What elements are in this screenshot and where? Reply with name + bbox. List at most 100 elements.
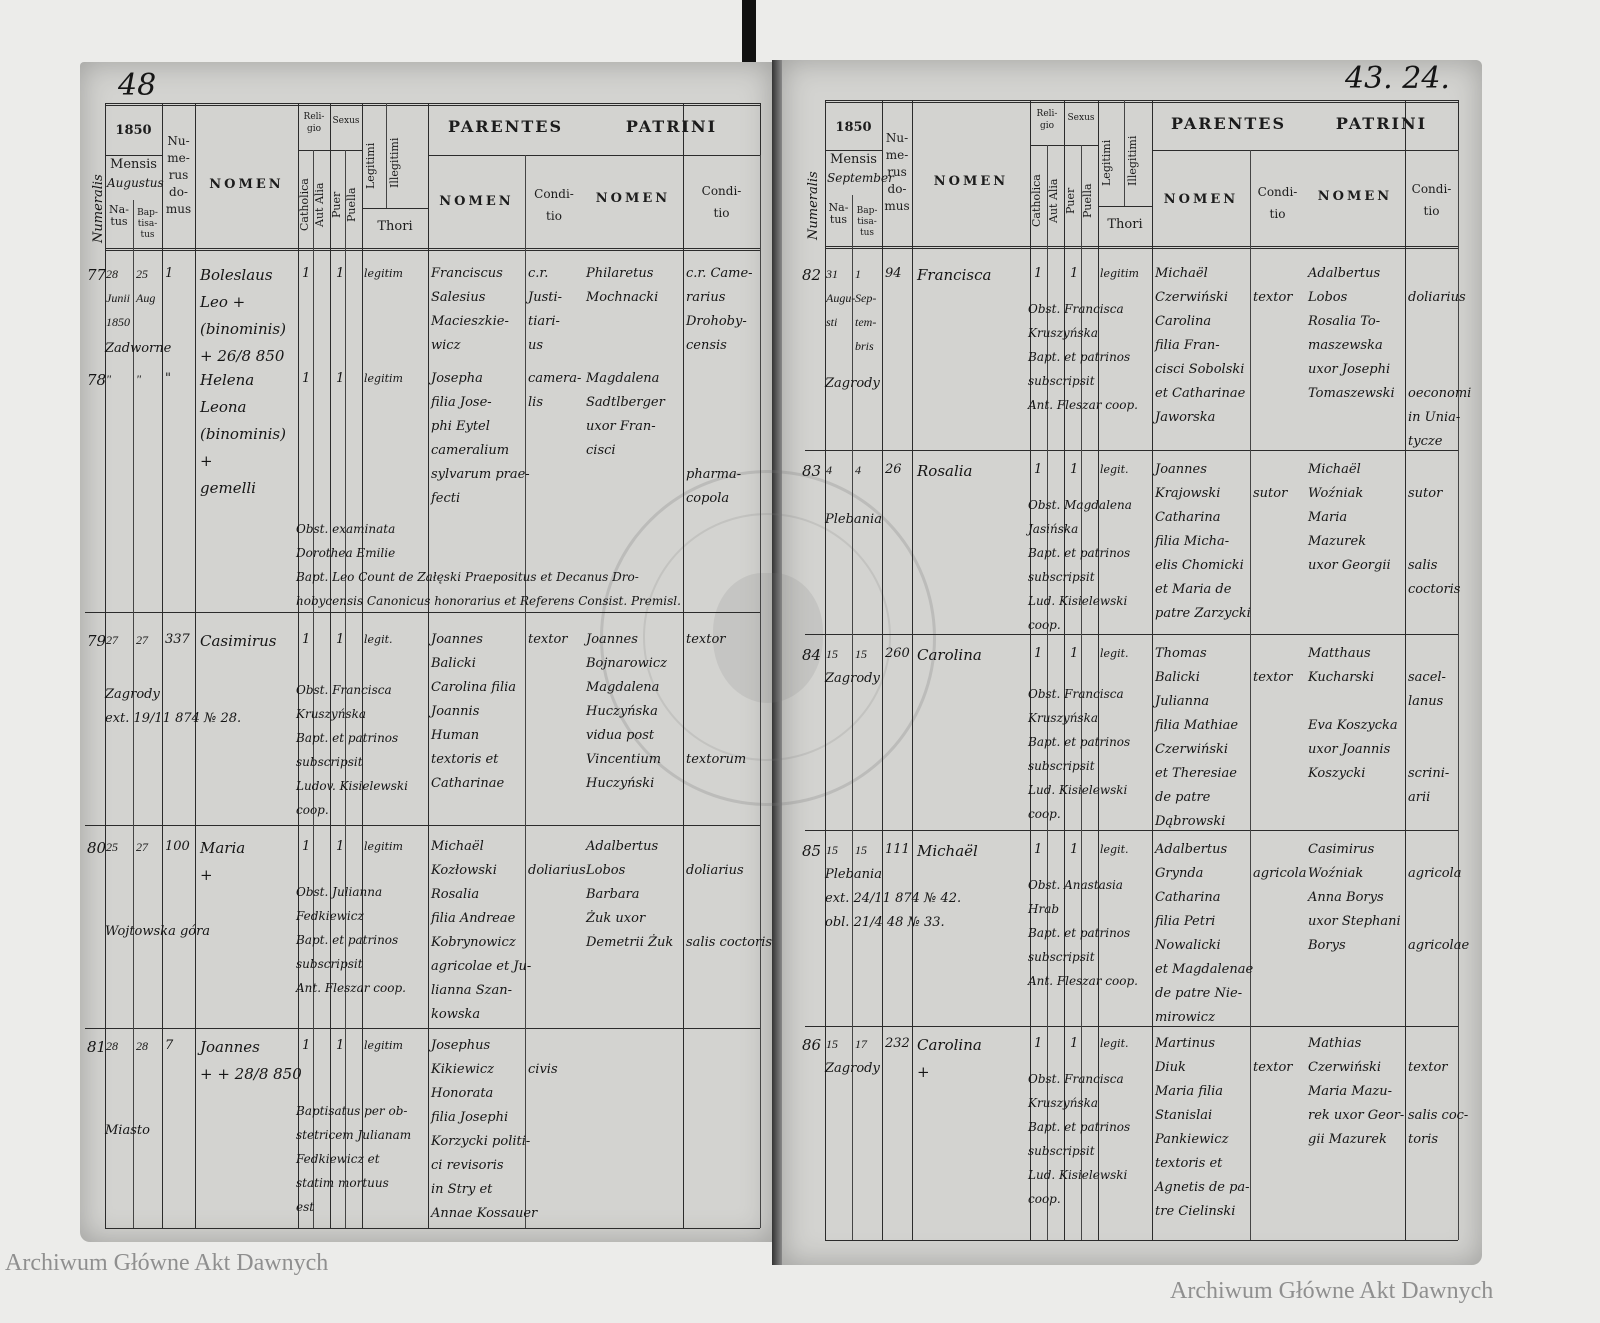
column-rule <box>1250 150 1251 1240</box>
parents-condition: camera- lis <box>528 371 582 410</box>
birth-date: 15 <box>826 843 838 857</box>
puella-heading: Puella <box>1081 183 1094 219</box>
entry-number: 79 <box>87 632 107 650</box>
patrini-nomen-heading: NOMEN <box>1317 189 1393 204</box>
baptisatus-heading: Bap- tisa- tus <box>137 208 158 240</box>
house-number: " <box>165 371 171 386</box>
sexus-mark: 1 <box>1070 1036 1079 1051</box>
parents-name: Josepha filia Jose- phi Eytel cameralium… <box>431 371 530 506</box>
parents-condition: textor <box>1253 290 1293 305</box>
register-note: Obst. Francisca Kruszyńska Bapt. et patr… <box>1028 1072 1131 1206</box>
register-note: Obst. examinata Dorothea Emilie Bapt. Le… <box>296 522 681 608</box>
nomen-heading: NOMEN <box>209 177 284 192</box>
godparents-condition: agricola agricolae <box>1408 866 1470 953</box>
patrini-heading: PATRINI <box>1335 114 1428 133</box>
register-note: Obst. Francisca Kruszyńska Bapt. et patr… <box>1028 302 1138 412</box>
godparents-name: Adalbertus Lobos Rosalia To- maszewska u… <box>1308 266 1395 401</box>
register-note: Obst. Julianna Fedkiewicz Bapt. et patri… <box>296 885 406 995</box>
parents-name: Josephus Kikiewicz Honorata filia Joseph… <box>431 1038 538 1221</box>
godparents-condition: pharma- copola <box>686 467 742 506</box>
entry-number: 82 <box>802 266 822 284</box>
parentes-conditio-heading: Condi- tio <box>534 187 574 223</box>
house-number: 337 <box>165 632 190 647</box>
catholica-heading: Catholica <box>1030 174 1043 228</box>
column-rule <box>330 103 331 1228</box>
sexus-mark: 1 <box>1070 266 1079 281</box>
column-rule <box>162 103 163 1228</box>
bottom-rule <box>105 1228 760 1229</box>
thori-rule <box>362 208 428 209</box>
birth-date: 28 <box>106 1039 118 1053</box>
numerus-domus-heading: Nu- me- rus do- mus <box>884 131 910 213</box>
legitimacy: legitim <box>1100 267 1139 280</box>
column-rule <box>1124 100 1125 206</box>
column-rule <box>362 103 363 1228</box>
parentes-nomen-heading: NOMEN <box>439 194 514 209</box>
column-rule <box>133 200 134 1228</box>
religio-mark: 1 <box>302 1038 311 1053</box>
house-number: 1 <box>165 266 174 281</box>
year-rule <box>825 150 882 151</box>
house-number: 232 <box>885 1036 910 1051</box>
godparents-condition: sacel- lanus scrini- arii <box>1408 670 1450 805</box>
puer-heading: Puer <box>1064 187 1077 215</box>
patrini-conditio-heading: Condi- tio <box>701 184 742 220</box>
page-number: 48 <box>118 68 157 103</box>
godparents-name: Casimirus Woźniak Anna Borys uxor Stepha… <box>1308 842 1401 953</box>
header-bottom-rule <box>825 246 1458 249</box>
entry-number: 86 <box>802 1036 822 1054</box>
column-rule <box>760 155 761 1228</box>
locality: Plebania <box>825 512 882 527</box>
sexus-mark: 1 <box>336 371 345 386</box>
year-heading: 1850 <box>835 120 872 135</box>
sexus-mark: 1 <box>336 839 345 854</box>
locality: Wojtowska góra <box>105 924 211 939</box>
column-rule <box>1064 100 1065 1240</box>
entry-number: 85 <box>802 842 822 860</box>
child-name: Maria + <box>200 839 246 884</box>
puella-heading: Puella <box>345 187 358 222</box>
child-name: Michaël <box>917 842 978 860</box>
column-rule <box>1098 100 1099 1240</box>
parentes-rule <box>1152 150 1458 151</box>
house-number: 100 <box>165 839 190 854</box>
watermark: Archiwum Główne Akt Dawnych <box>5 1250 329 1276</box>
baptism-date: 1 Sep- tem- bris <box>855 267 877 353</box>
child-name: Carolina <box>917 646 982 664</box>
house-number: 7 <box>165 1038 174 1053</box>
parentes-conditio-heading: Condi- tio <box>1257 185 1298 221</box>
sexus-mark: 1 <box>1070 842 1079 857</box>
column-rule <box>825 100 826 1240</box>
child-name: Helena Leona (binominis) + gemelli <box>200 371 286 497</box>
legitimacy: legitim <box>364 840 403 853</box>
register-note: Obst. Anastasia Hrab Bapt. et patrinos s… <box>1028 878 1138 988</box>
baptism-date: 17 <box>855 1037 867 1051</box>
patrini-heading: PATRINI <box>625 117 718 136</box>
religio-mark: 1 <box>1034 646 1043 661</box>
parentes-heading: PARENTES <box>1170 114 1287 133</box>
stamp-eagle-emblem <box>713 573 823 703</box>
column-rule <box>1030 100 1031 1240</box>
baptism-date: 15 <box>855 843 867 857</box>
column-rule <box>683 103 684 1228</box>
register-note: Obst. Francisca Kruszyńska Bapt. et patr… <box>296 683 408 817</box>
birth-date: 25 <box>106 840 118 854</box>
godparents-condition: sutor salis coctoris <box>1408 486 1461 597</box>
locality: Zagrody <box>825 376 880 391</box>
parents-condition: doliarius <box>528 863 586 878</box>
baptism-date: 27 <box>136 633 148 647</box>
column-rule <box>852 195 853 1240</box>
locality: Zagrody <box>825 671 880 686</box>
patrini-conditio-heading: Condi- tio <box>1411 182 1452 218</box>
entry-divider <box>85 1028 760 1029</box>
mensis-heading: Mensis <box>110 157 157 172</box>
parents-name: Franciscus Salesius Macieszkie- wicz <box>431 266 509 353</box>
legitimacy: legit. <box>1100 843 1129 856</box>
year-rule <box>105 155 162 156</box>
legitimi-heading: Legitimi <box>1100 139 1113 187</box>
archive-stamp <box>600 470 936 806</box>
numerus-domus-heading: Nu- me- rus do- mus <box>165 134 192 216</box>
entry-number: 83 <box>802 462 822 480</box>
locality: Zagrody <box>825 1061 880 1076</box>
child-name: Rosalia <box>917 462 973 480</box>
